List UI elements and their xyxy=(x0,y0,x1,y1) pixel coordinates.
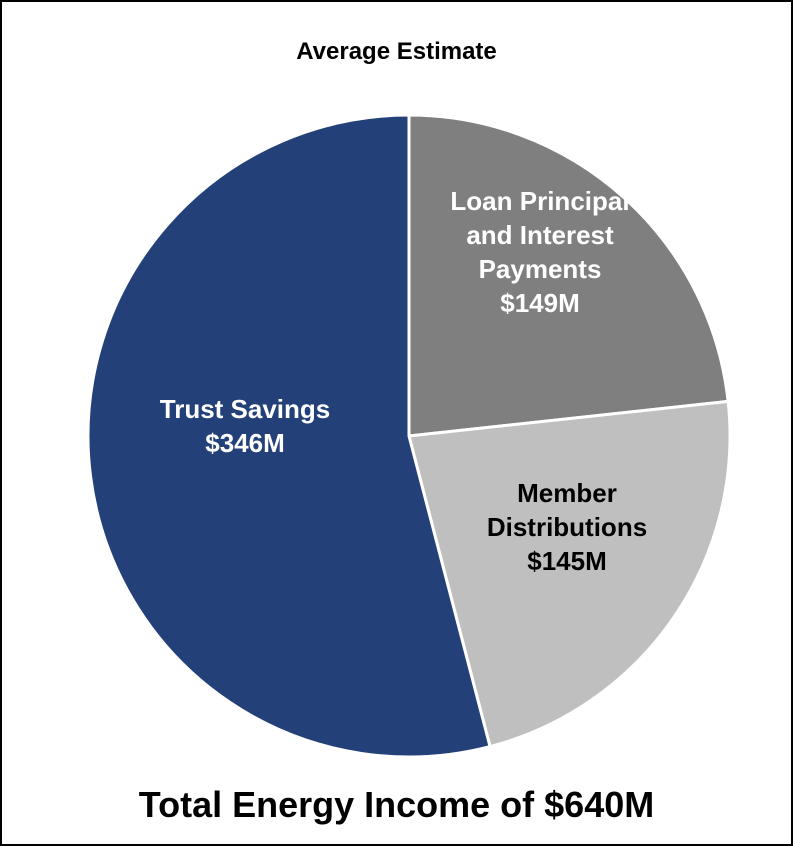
slice-name: Loan Principal and Interest Payments xyxy=(450,186,630,284)
slice-name: Member Distributions xyxy=(486,478,648,542)
slice-value: $145M xyxy=(527,546,607,576)
chart-title: Average Estimate xyxy=(296,38,497,65)
slice-label: Member Distributions $145M xyxy=(452,476,682,578)
slice-name: Trust Savings xyxy=(159,394,331,424)
pie-slice xyxy=(407,113,730,438)
slice-label: Loan Principal and Interest Payments $149… xyxy=(425,184,655,320)
slice-label: Trust Savings $346M xyxy=(115,392,375,460)
slice-value: $346M xyxy=(205,428,285,458)
pie-slice xyxy=(86,113,492,759)
slice-value: $149M xyxy=(500,288,580,318)
chart-footer: Total Energy Income of $640M xyxy=(138,784,655,825)
pie-slice xyxy=(407,399,732,749)
